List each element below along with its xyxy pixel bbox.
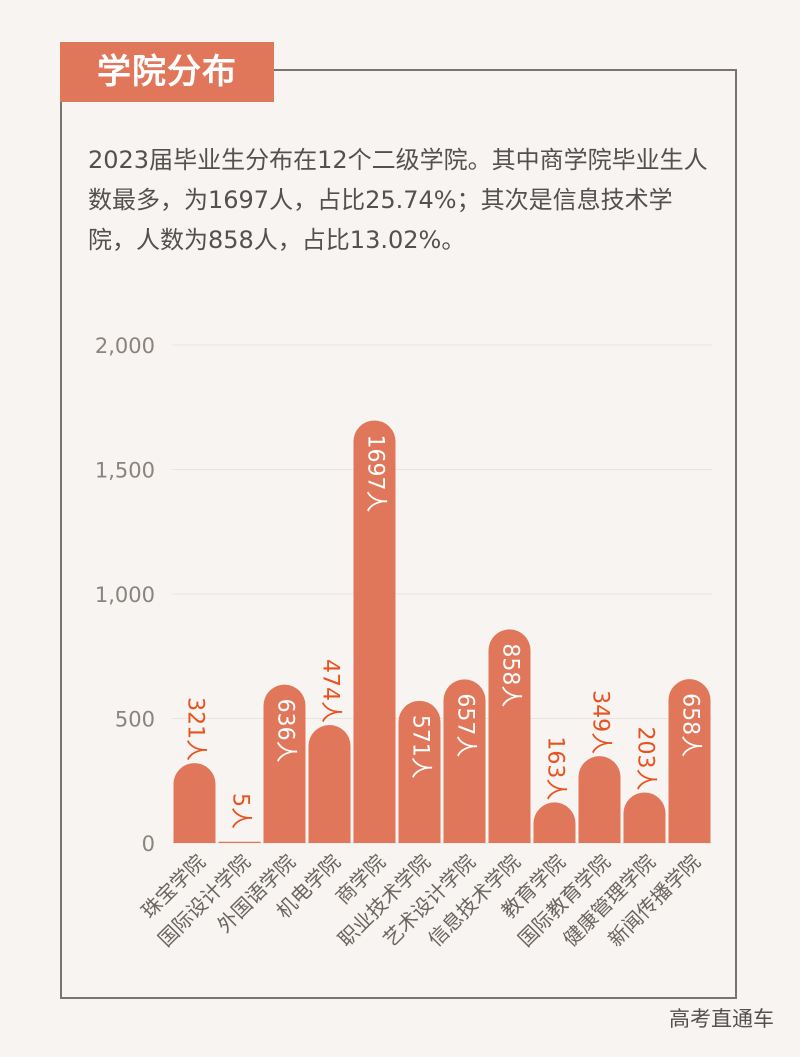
bar xyxy=(623,792,666,843)
data-label: 203人 xyxy=(633,726,658,790)
bar-chart: 05001,0001,5002,000321人珠宝学院5人国际设计学院636人外… xyxy=(95,334,712,951)
bar xyxy=(308,724,351,843)
data-label: 349人 xyxy=(588,690,613,754)
data-label: 571人 xyxy=(408,715,433,779)
data-label: 321人 xyxy=(183,697,208,761)
data-label: 5人 xyxy=(228,793,253,829)
chart-frame xyxy=(60,69,737,999)
bar xyxy=(488,629,531,843)
y-tick-label: 500 xyxy=(115,708,155,732)
bar xyxy=(533,802,576,843)
y-tick-label: 1,000 xyxy=(95,583,155,607)
bar xyxy=(263,684,306,843)
bar xyxy=(668,679,711,843)
bar xyxy=(398,700,441,843)
data-label: 1697人 xyxy=(363,434,388,512)
section-title: 学院分布 xyxy=(60,42,274,102)
source-credit: 高考直通车 xyxy=(669,1007,774,1031)
bar xyxy=(443,679,486,843)
bar xyxy=(578,756,621,843)
data-label: 163人 xyxy=(543,736,568,800)
data-label: 658人 xyxy=(678,693,703,757)
data-label: 474人 xyxy=(318,659,343,723)
data-label: 657人 xyxy=(453,693,478,757)
y-tick-label: 2,000 xyxy=(95,334,155,358)
data-label: 858人 xyxy=(498,643,523,707)
bar xyxy=(218,841,261,843)
bar xyxy=(353,420,396,843)
bar xyxy=(173,763,216,843)
intro-paragraph: 2023届毕业生分布在12个二级学院。其中商学院毕业生人数最多，为1697人，占… xyxy=(88,146,708,254)
y-tick-label: 0 xyxy=(142,832,155,856)
y-tick-label: 1,500 xyxy=(95,459,155,483)
data-label: 636人 xyxy=(273,699,298,763)
